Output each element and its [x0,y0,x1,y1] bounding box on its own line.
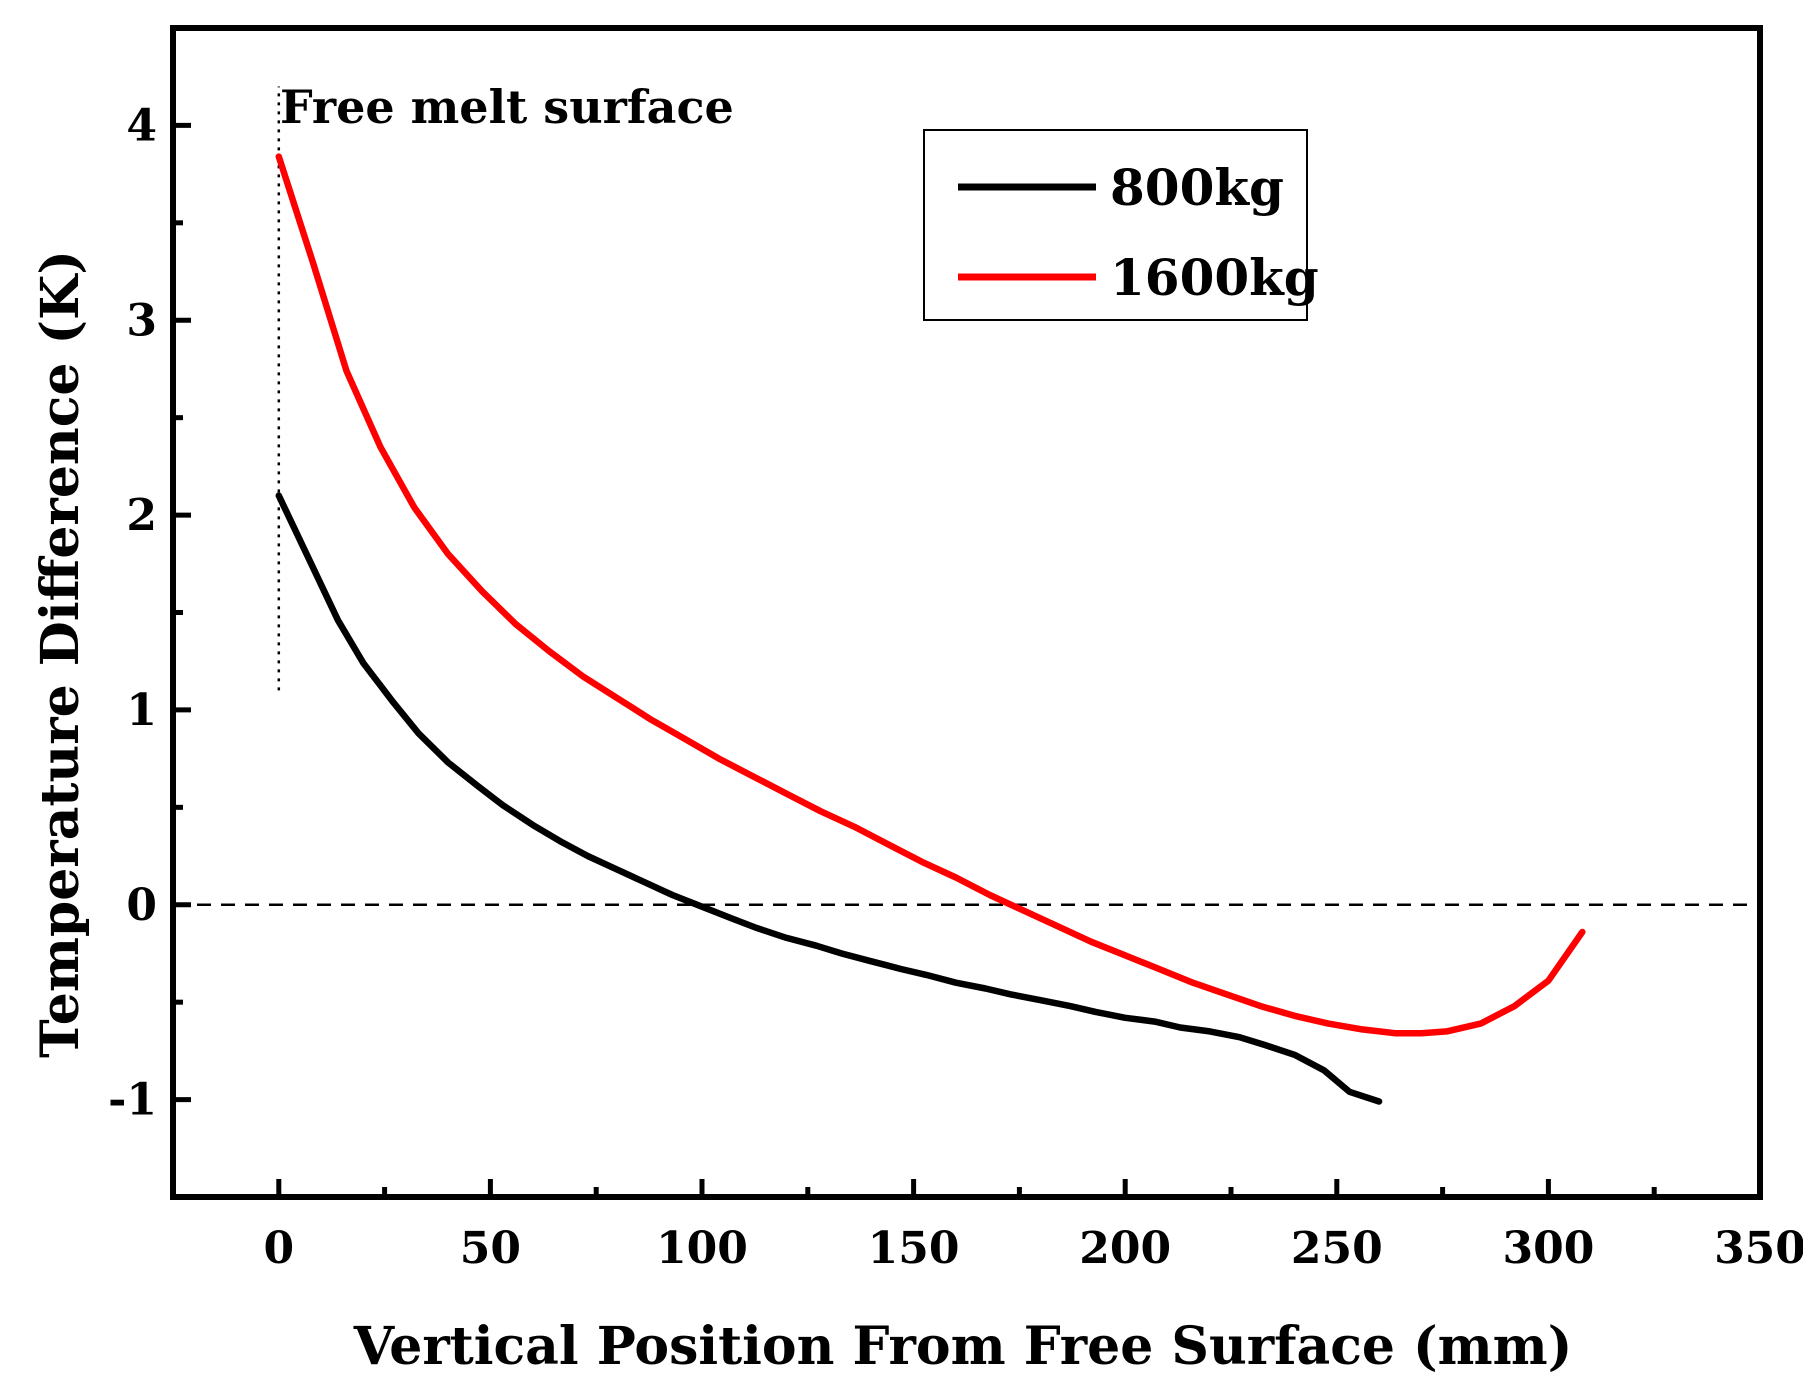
legend-label-800kg: 800kg [1110,158,1284,217]
x-tick-label-100: 100 [656,1223,748,1274]
y-tick-label-2: 2 [126,490,157,541]
reference-lines [173,86,1760,906]
series-line-800kg [275,492,1383,1105]
x-tick-label-200: 200 [1079,1223,1171,1274]
legend: 800kg 1600kg [923,129,1319,321]
y-axis-title: Temperature Difference (K) [30,250,91,1058]
series-layer [275,153,1586,1105]
series-line-1600kg [275,153,1586,1037]
legend-box [923,129,1308,321]
y-tick-label-1: 1 [126,685,157,736]
x-tick-label-350: 350 [1714,1223,1803,1274]
x-tick-label-150: 150 [868,1223,960,1274]
x-tick-label-0: 0 [263,1223,294,1274]
x-axis-title: Vertical Position From Free Surface (mm) [353,1316,1573,1377]
y-tick-label-0: 0 [126,880,157,931]
y-axis: -1 0 1 2 3 4 [108,25,191,1200]
legend-label-1600kg: 1600kg [1110,248,1319,307]
x-tick-label-300: 300 [1502,1223,1594,1274]
x-tick-label-50: 50 [460,1223,521,1274]
x-axis: 0 50 100 150 200 250 300 350 [170,1179,1803,1274]
y-tick-label-3: 3 [126,295,157,346]
annotation-free-melt-surface: Free melt surface [280,80,734,134]
y-tick-label--1: -1 [108,1075,157,1126]
y-tick-label-4: 4 [126,100,157,151]
x-tick-label-250: 250 [1291,1223,1383,1274]
